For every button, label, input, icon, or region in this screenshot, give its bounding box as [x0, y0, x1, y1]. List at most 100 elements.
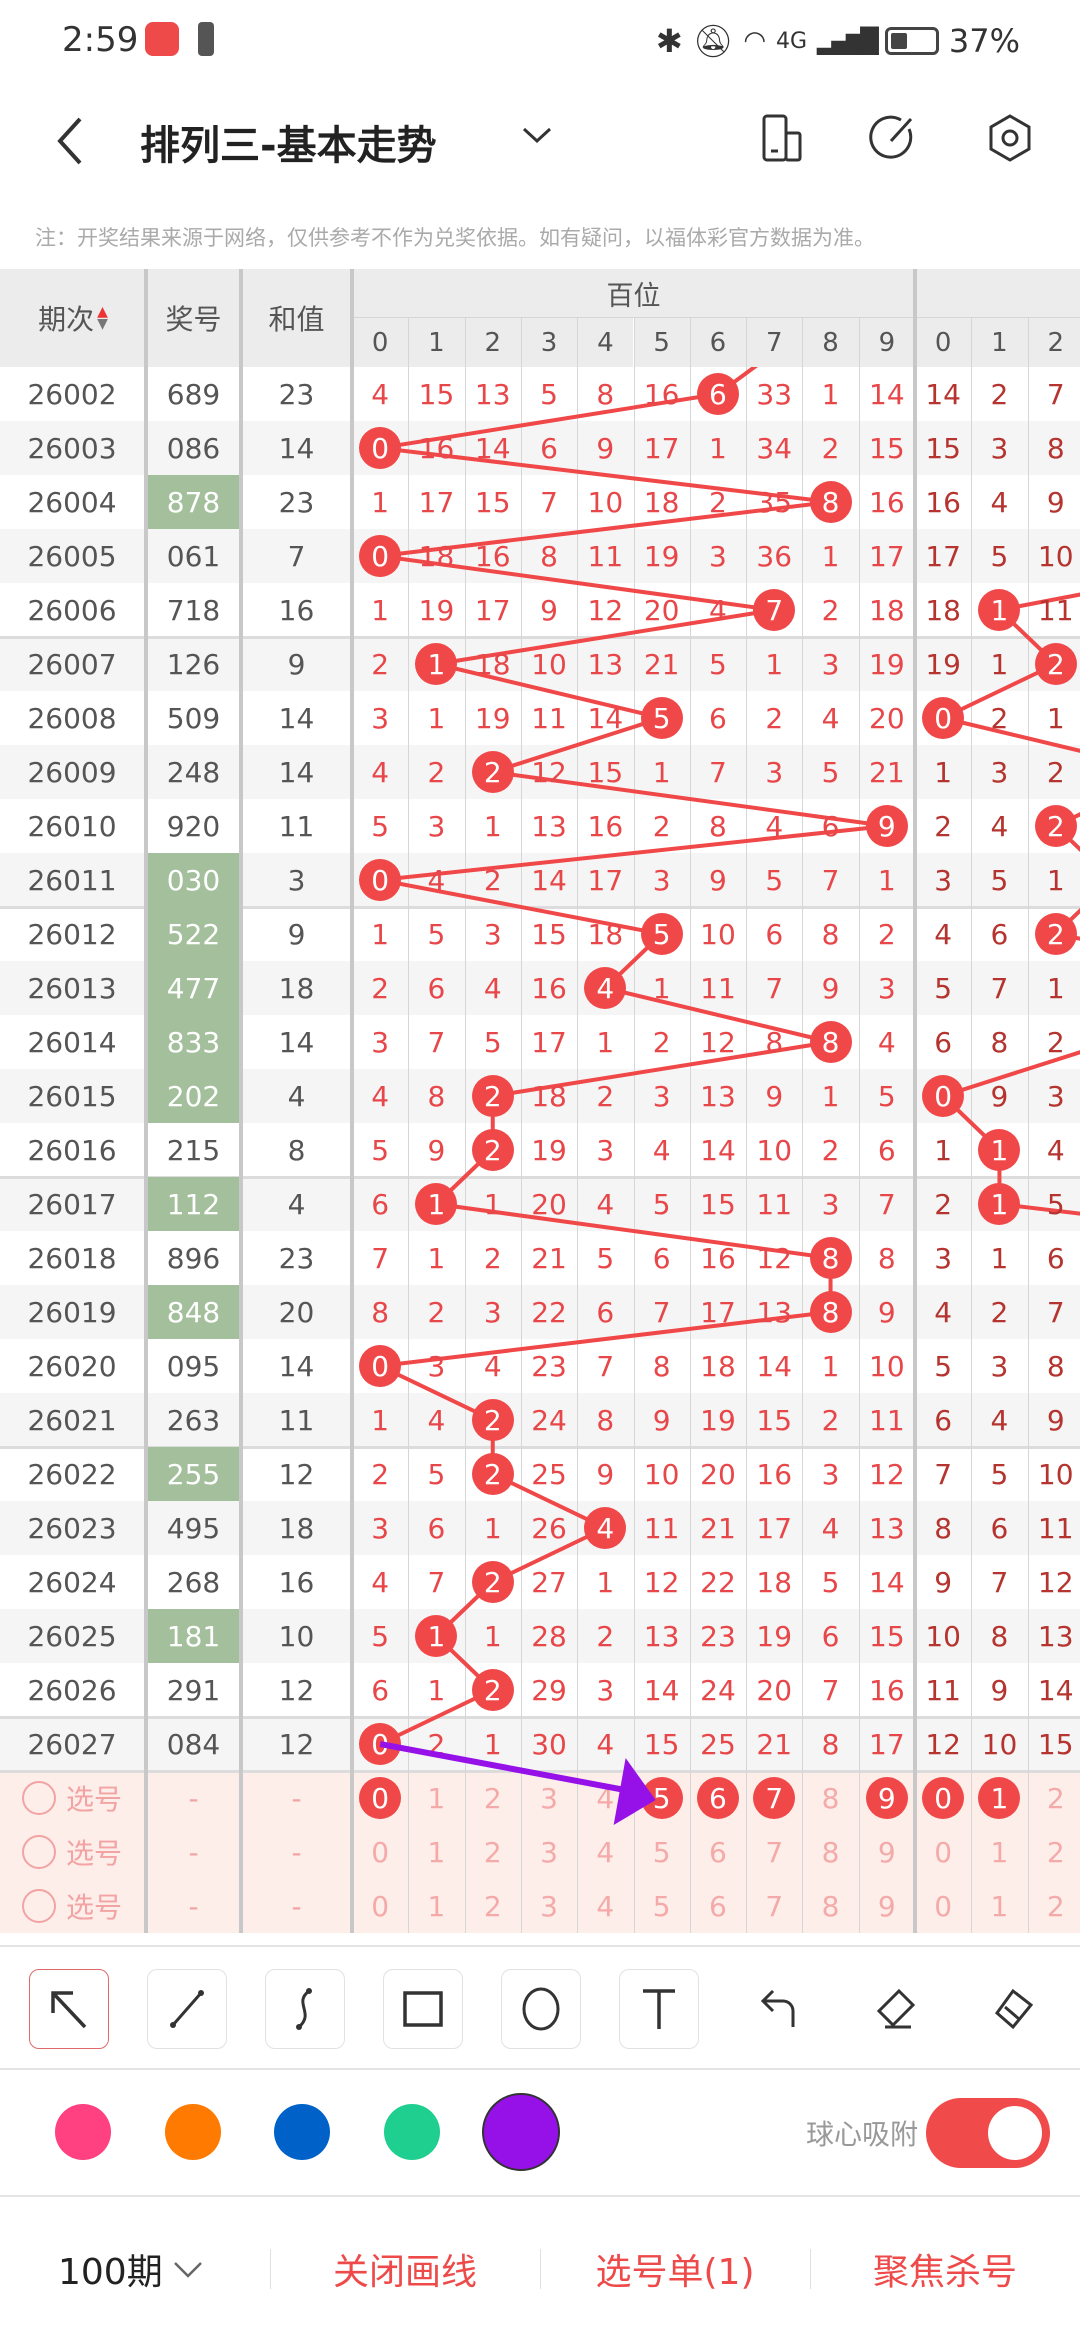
- pick-tens-digit[interactable]: 0: [922, 1777, 965, 1819]
- pick-digit[interactable]: 1: [427, 1835, 446, 1869]
- radio-circle-icon[interactable]: [21, 1889, 56, 1923]
- pick-digit[interactable]: 5: [640, 1777, 683, 1819]
- eraser-tool-button[interactable]: [855, 1969, 935, 2049]
- pick-digit[interactable]: 2: [483, 1835, 502, 1869]
- missing-cell: 9: [877, 1295, 896, 1329]
- tens-ball: 1: [978, 589, 1021, 631]
- eraser-icon: [876, 1988, 916, 2029]
- period-cell: 26018: [27, 1241, 117, 1275]
- pick-digit[interactable]: 3: [540, 1835, 558, 1869]
- pick-digit[interactable]: 7: [765, 1835, 784, 1869]
- missing-cell: 19: [869, 647, 905, 681]
- table-row: [0, 1663, 1080, 1717]
- pick-row[interactable]: [0, 1825, 1080, 1879]
- pick-select[interactable]: 选号: [0, 1771, 144, 1825]
- pick-select[interactable]: 选号: [0, 1825, 144, 1879]
- missing-cell: 29: [531, 1673, 567, 1707]
- missing-cell: 15: [925, 431, 961, 465]
- chevron-down-icon: [173, 2261, 202, 2278]
- missing-cell: 20: [869, 701, 905, 735]
- color-swatch[interactable]: [384, 2104, 440, 2160]
- pick-digit[interactable]: 1: [427, 1781, 446, 1815]
- pick-digit[interactable]: 2: [483, 1889, 502, 1923]
- arrow-tool-button[interactable]: [29, 1969, 109, 2049]
- pick-number: -: [188, 1889, 199, 1923]
- color-swatch[interactable]: [165, 2104, 221, 2160]
- header-period[interactable]: 期次 ▲ ▼: [0, 269, 146, 367]
- pick-select[interactable]: 选号: [0, 1879, 144, 1933]
- missing-cell: 17: [643, 431, 680, 465]
- period-select[interactable]: 100期: [30, 2197, 230, 2340]
- pick-digit[interactable]: 6: [709, 1835, 727, 1869]
- pick-tens-digit[interactable]: 2: [1046, 1781, 1065, 1815]
- share-icon[interactable]: [868, 112, 920, 164]
- pick-digit[interactable]: 4: [596, 1889, 615, 1923]
- missing-cell: 1: [371, 593, 390, 627]
- missing-cell: 4: [877, 1025, 896, 1059]
- pick-digit[interactable]: 8: [821, 1781, 840, 1815]
- missing-cell: 3: [652, 863, 671, 897]
- pick-tens-digit[interactable]: 1: [978, 1777, 1021, 1819]
- pick-digit[interactable]: 7: [753, 1777, 796, 1819]
- color-swatch[interactable]: [55, 2104, 111, 2160]
- pick-digit[interactable]: 8: [821, 1835, 840, 1869]
- pick-tens-digit[interactable]: 0: [934, 1835, 953, 1869]
- circle-tool-button[interactable]: [501, 1969, 581, 2049]
- pick-digit[interactable]: 6: [696, 1777, 739, 1819]
- pick-tens-digit[interactable]: 1: [990, 1835, 1009, 1869]
- period-cell: 26012: [27, 917, 117, 951]
- pick-tens-digit[interactable]: 2: [1046, 1889, 1065, 1923]
- pick-digit[interactable]: 3: [540, 1781, 558, 1815]
- pick-tens-digit[interactable]: 2: [1046, 1835, 1065, 1869]
- pick-digit[interactable]: 3: [540, 1889, 558, 1923]
- device-icon[interactable]: [757, 112, 809, 164]
- pick-digit[interactable]: 5: [652, 1889, 671, 1923]
- pick-digit[interactable]: 5: [652, 1835, 671, 1869]
- focus-kill-button[interactable]: 聚焦杀号: [872, 2251, 1017, 2293]
- radio-circle-icon[interactable]: [21, 1781, 56, 1815]
- close-draw-button[interactable]: 关闭画线: [332, 2251, 477, 2293]
- line-tool-button[interactable]: [147, 1969, 227, 2049]
- page-title[interactable]: 排列三-基本走势: [140, 123, 437, 169]
- pick-digit[interactable]: 4: [596, 1781, 615, 1815]
- radio-circle-icon[interactable]: [21, 1835, 56, 1869]
- pick-digit[interactable]: 9: [865, 1777, 908, 1819]
- chevron-down-icon[interactable]: [520, 115, 554, 163]
- pick-digit[interactable]: 7: [765, 1889, 784, 1923]
- pick-digit[interactable]: 0: [371, 1835, 390, 1869]
- pick-tens-digit[interactable]: 1: [990, 1889, 1009, 1923]
- pick-digit[interactable]: 2: [483, 1781, 502, 1815]
- missing-cell: 18: [587, 917, 624, 951]
- pick-number: -: [188, 1781, 199, 1815]
- missing-cell: 3: [596, 1673, 615, 1707]
- text-tool-button[interactable]: [619, 1969, 699, 2049]
- header-hundreds: 百位: [352, 269, 915, 317]
- pick-digit[interactable]: 1: [427, 1889, 446, 1923]
- clear-tool-button[interactable]: [973, 1969, 1053, 2049]
- pick-digit[interactable]: 8: [821, 1889, 840, 1923]
- sum-cell: 7: [287, 539, 306, 573]
- pick-tens-digit[interactable]: 0: [934, 1889, 953, 1923]
- missing-cell: 8: [990, 1619, 1009, 1653]
- trend-table[interactable]: 期次 ▲ ▼ 奖号 和值 百位 0 1 2 3 4 5 6 7 8 9 0 1 2 26002 689 23 4 15 13 5 8…: [0, 269, 1080, 1933]
- curve-tool-button[interactable]: [265, 1969, 345, 2049]
- color-swatch[interactable]: [482, 2093, 560, 2171]
- pick-digit[interactable]: 9: [877, 1835, 896, 1869]
- pick-digit[interactable]: 4: [596, 1835, 615, 1869]
- pick-digit[interactable]: 0: [371, 1889, 390, 1923]
- color-swatch[interactable]: [274, 2104, 330, 2160]
- pick-digit[interactable]: 6: [709, 1889, 727, 1923]
- undo-tool-button[interactable]: [737, 1969, 817, 2049]
- pick-digit[interactable]: 9: [877, 1889, 896, 1923]
- hundreds-ball: 5: [640, 697, 683, 739]
- missing-cell: 6: [990, 1511, 1009, 1545]
- pick-row[interactable]: [0, 1879, 1080, 1933]
- back-icon[interactable]: [50, 113, 90, 165]
- snap-toggle[interactable]: [926, 2098, 1050, 2168]
- sort-icon[interactable]: ▲ ▼: [97, 304, 108, 332]
- pick-list-button[interactable]: 选号单(1): [595, 2251, 755, 2293]
- settings-icon[interactable]: [984, 112, 1036, 164]
- missing-cell: 13: [700, 1079, 736, 1113]
- rectangle-tool-button[interactable]: [383, 1969, 463, 2049]
- pick-digit[interactable]: 0: [359, 1777, 402, 1819]
